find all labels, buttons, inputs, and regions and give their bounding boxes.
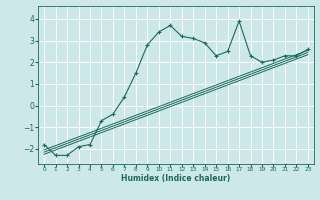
X-axis label: Humidex (Indice chaleur): Humidex (Indice chaleur): [121, 174, 231, 183]
